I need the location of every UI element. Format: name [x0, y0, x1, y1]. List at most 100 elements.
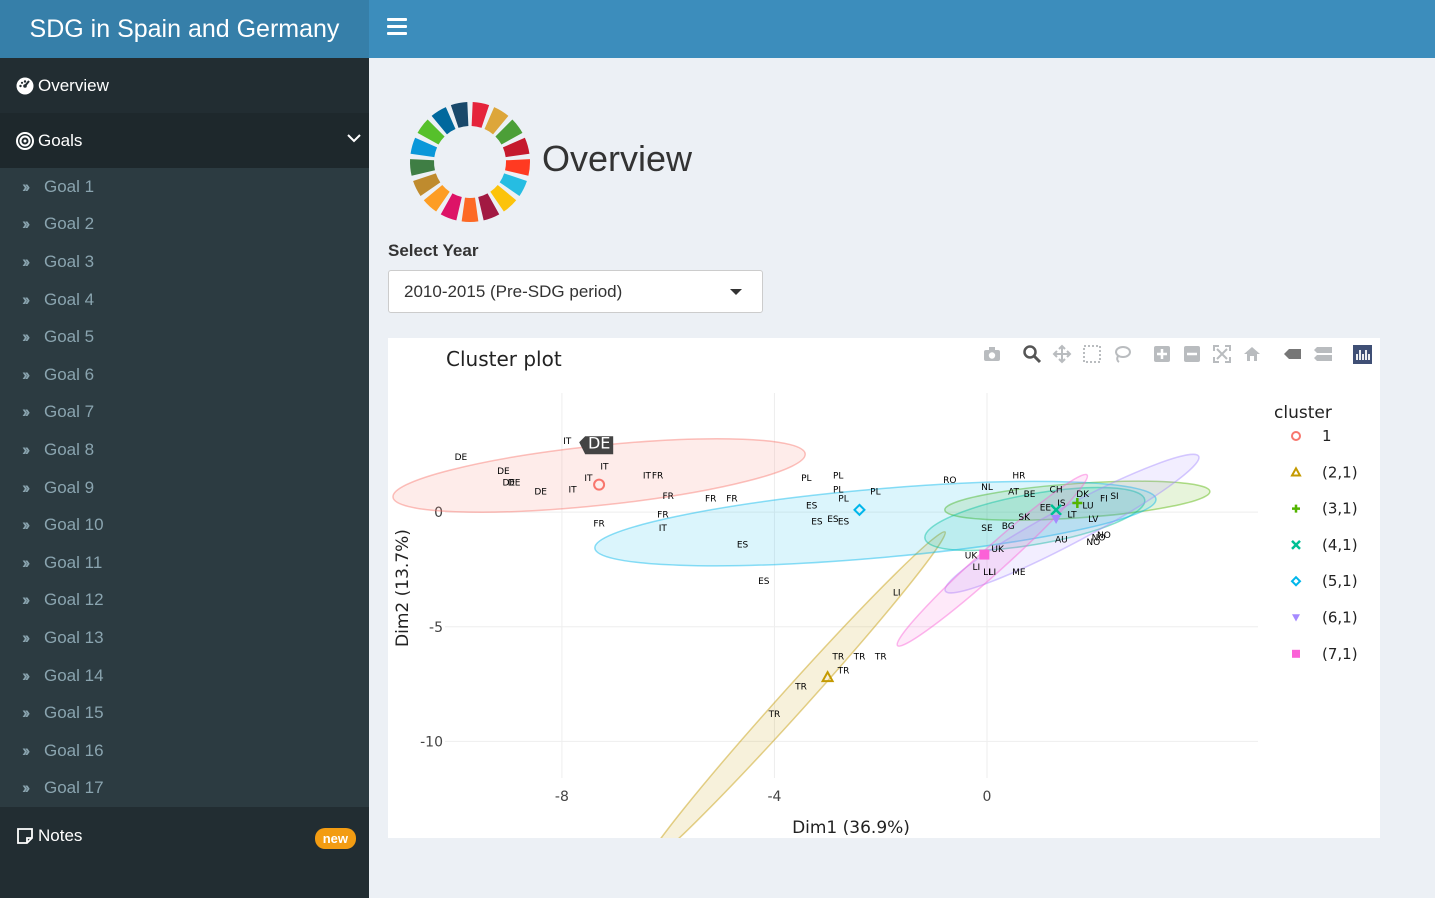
data-point-label[interactable]: LU: [1082, 501, 1093, 511]
sidebar-item-goal-9[interactable]: ›› Goal 9: [0, 469, 369, 507]
data-point-label[interactable]: FI: [1100, 494, 1108, 504]
cluster-centroid-marker[interactable]: [820, 670, 835, 683]
sidebar-item-goal-12[interactable]: ›› Goal 12: [0, 582, 369, 620]
data-point-label[interactable]: SK: [1018, 513, 1031, 523]
legend-entry[interactable]: (5,1): [1290, 572, 1358, 590]
data-point-label[interactable]: DE: [502, 478, 515, 488]
data-point-label[interactable]: TR: [837, 666, 850, 676]
data-point-label[interactable]: LT: [1067, 510, 1077, 520]
home-icon[interactable]: [1244, 347, 1260, 361]
sidebar-toggle-icon[interactable]: [387, 18, 407, 38]
data-point-label[interactable]: TR: [874, 653, 887, 663]
data-point-label[interactable]: IT: [643, 472, 652, 482]
data-point-label[interactable]: ES: [838, 517, 850, 527]
data-point-label[interactable]: NO: [1086, 538, 1100, 548]
cluster-chart[interactable]: -8 -4 00-5-10DEDEDEDEDEITITITITITITFRFRFRF…: [388, 338, 1380, 838]
sidebar-item-overview[interactable]: Overview: [0, 58, 369, 113]
zoom-in-icon[interactable]: [1154, 346, 1170, 362]
data-point-label[interactable]: ES: [758, 577, 770, 587]
zoom-out-icon[interactable]: [1184, 346, 1200, 362]
chevron-down-icon[interactable]: [347, 131, 361, 145]
pan-icon[interactable]: [1052, 344, 1072, 364]
data-point-label[interactable]: IS: [1057, 499, 1066, 509]
data-point-label[interactable]: TR: [853, 653, 866, 663]
data-point-label[interactable]: NO: [1097, 531, 1111, 541]
data-point-label[interactable]: UK: [965, 552, 979, 562]
sidebar-item-goal-2[interactable]: ›› Goal 2: [0, 206, 369, 244]
camera-icon[interactable]: [984, 347, 1000, 361]
sidebar-item-goals[interactable]: Goals: [0, 113, 369, 168]
sidebar-item-goal-13[interactable]: ›› Goal 13: [0, 619, 369, 657]
data-point-label[interactable]: IT: [563, 437, 572, 447]
sidebar-item-goal-3[interactable]: ›› Goal 3: [0, 243, 369, 281]
data-point-label[interactable]: DE: [455, 453, 468, 463]
cluster-centroid-marker[interactable]: [1050, 503, 1062, 516]
zoom-icon[interactable]: [1023, 345, 1042, 364]
legend-marker[interactable]: [1290, 575, 1302, 587]
legend-marker[interactable]: [1290, 466, 1302, 477]
sidebar-item-goal-14[interactable]: ›› Goal 14: [0, 657, 369, 695]
data-point-label[interactable]: NL: [981, 483, 993, 493]
sidebar-item-goal-6[interactable]: ›› Goal 6: [0, 356, 369, 394]
data-point-label[interactable]: FR: [652, 472, 663, 482]
sidebar-item-goal-16[interactable]: ›› Goal 16: [0, 732, 369, 770]
legend-marker[interactable]: [1292, 614, 1300, 622]
data-point-label[interactable]: NO: [1092, 533, 1106, 543]
data-point-label[interactable]: ES: [737, 540, 749, 550]
data-point-label[interactable]: FR: [593, 520, 604, 530]
legend-entry[interactable]: 1: [1291, 427, 1332, 445]
legend-marker[interactable]: [1292, 649, 1300, 658]
data-point-label[interactable]: ES: [811, 517, 823, 527]
legend-entry[interactable]: (7,1): [1292, 645, 1358, 663]
data-point-label[interactable]: AT: [1008, 488, 1019, 498]
sidebar-item-goal-17[interactable]: ›› Goal 17: [0, 770, 369, 808]
app-title[interactable]: SDG in Spain and Germany: [0, 0, 369, 58]
legend-marker[interactable]: [1291, 431, 1301, 441]
data-point-label[interactable]: DK: [1076, 490, 1090, 500]
sidebar-item-goal-7[interactable]: ›› Goal 7: [0, 394, 369, 432]
year-select[interactable]: 2010-2015 (Pre-SDG period): [388, 270, 763, 313]
sidebar-item-goal-15[interactable]: ›› Goal 15: [0, 694, 369, 732]
data-point-label[interactable]: SE: [981, 524, 993, 534]
legend-entry[interactable]: (6,1): [1292, 609, 1358, 627]
data-point-label[interactable]: IT: [568, 485, 577, 495]
plotly-logo-icon[interactable]: [1353, 345, 1372, 364]
data-point-label[interactable]: CH: [1050, 485, 1063, 495]
data-point-label[interactable]: UK: [991, 545, 1005, 555]
data-point-label[interactable]: PL: [838, 494, 848, 504]
autoscale-icon[interactable]: [1213, 345, 1231, 363]
sidebar-item-notes[interactable]: Notes new: [0, 807, 369, 865]
sidebar-item-goal-1[interactable]: ›› Goal 1: [0, 168, 369, 206]
data-point-label[interactable]: DE: [508, 478, 521, 488]
data-point-label[interactable]: SI: [1110, 492, 1118, 502]
data-point-label[interactable]: IT: [600, 462, 609, 472]
sidebar-item-goal-10[interactable]: ›› Goal 10: [0, 506, 369, 544]
cluster-centroid-marker[interactable]: [1072, 498, 1083, 508]
data-point-label[interactable]: PL: [870, 488, 880, 498]
sidebar-item-goal-11[interactable]: ›› Goal 11: [0, 544, 369, 582]
sidebar-item-goal-4[interactable]: ›› Goal 4: [0, 281, 369, 319]
data-point-label[interactable]: PL: [833, 472, 843, 482]
legend-marker[interactable]: [1292, 504, 1300, 513]
data-point-label[interactable]: EE: [1040, 504, 1052, 514]
data-point-label[interactable]: DE: [497, 467, 510, 477]
data-point-label[interactable]: FR: [705, 494, 716, 504]
data-point-label[interactable]: IT: [659, 524, 668, 534]
sidebar-item-goal-8[interactable]: ›› Goal 8: [0, 431, 369, 469]
data-point-label[interactable]: ME: [1012, 568, 1026, 578]
data-point-label[interactable]: LI: [893, 588, 901, 598]
data-point-label[interactable]: RO: [943, 476, 956, 486]
data-point-label[interactable]: LI: [983, 568, 991, 578]
compare-hover-icon[interactable]: [1314, 347, 1332, 361]
data-point-label[interactable]: ES: [827, 515, 839, 525]
data-point-label[interactable]: FR: [657, 510, 668, 520]
data-point-label[interactable]: BE: [1024, 490, 1036, 500]
data-point-label[interactable]: BG: [1002, 522, 1015, 532]
legend-entry[interactable]: (3,1): [1292, 500, 1358, 518]
data-point-label[interactable]: LI: [988, 568, 996, 578]
sidebar-item-goal-5[interactable]: ›› Goal 5: [0, 318, 369, 356]
data-point-label[interactable]: HR: [1012, 472, 1025, 482]
cluster-centroid-marker[interactable]: [853, 503, 866, 517]
data-point-label[interactable]: LI: [973, 563, 981, 573]
data-point-label[interactable]: TR: [794, 682, 807, 692]
